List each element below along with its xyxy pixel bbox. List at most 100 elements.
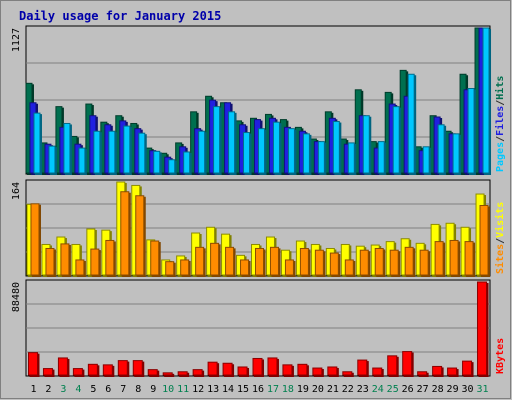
legend-entry: Files <box>494 106 506 136</box>
x-tick-label: 22 <box>342 384 354 395</box>
bar-sites-day-31 <box>479 205 489 276</box>
bar-kbytes-day-19 <box>297 363 308 376</box>
bar-pages-day-21 <box>332 121 340 174</box>
bar-kbytes-day-3 <box>57 357 68 376</box>
bar-sites-day-16 <box>255 247 264 276</box>
bar-pages-day-20 <box>317 141 325 174</box>
panel-kbytes: 88480 KBytes <box>11 279 506 377</box>
bar-sites-day-17 <box>269 246 279 276</box>
bar-sites-day-4 <box>75 259 85 276</box>
bar-sites-day-25 <box>389 249 399 276</box>
x-tick-label: 29 <box>447 384 459 395</box>
x-tick-label: 2 <box>45 384 51 395</box>
bar-sites-day-3 <box>60 243 70 276</box>
bar-kbytes-day-9 <box>147 369 158 376</box>
bar-pages-day-26 <box>407 73 415 174</box>
bar-sites-day-1 <box>30 203 40 276</box>
bar-pages-day-25 <box>392 106 400 174</box>
y-max-label: 88480 <box>11 282 22 312</box>
bar-sites-day-9 <box>150 240 160 276</box>
bar-sites-day-21 <box>329 252 339 276</box>
legend-entry: Hits <box>494 76 506 100</box>
bar-pages-day-24 <box>377 141 385 174</box>
bar-sites-day-26 <box>404 246 414 276</box>
bar-pages-day-8 <box>138 132 146 174</box>
x-tick-label: 9 <box>150 384 156 395</box>
legend-entry: / <box>495 100 506 106</box>
right-axis-legend: KBytes <box>495 338 506 374</box>
bar-pages-day-5 <box>93 130 101 174</box>
bar-kbytes-day-2 <box>42 368 53 376</box>
legend-entry: Sites <box>494 244 506 274</box>
x-tick-label: 4 <box>75 384 81 395</box>
bar-kbytes-day-12 <box>192 369 203 376</box>
legend-entry: Visits <box>494 202 506 238</box>
bar-sites-day-15 <box>240 259 250 276</box>
bar-kbytes-day-18 <box>282 364 293 376</box>
bar-kbytes-day-20 <box>312 367 323 376</box>
bar-kbytes-day-28 <box>432 365 443 376</box>
x-tick-label: 27 <box>417 384 429 395</box>
x-tick-label: 7 <box>120 384 126 395</box>
bar-pages-day-29 <box>452 133 460 174</box>
x-tick-label: 10 <box>162 384 174 395</box>
bar-sites-day-11 <box>180 259 190 276</box>
bar-pages-day-13 <box>213 106 221 174</box>
bar-pages-day-2 <box>48 145 56 174</box>
bar-kbytes-day-26 <box>402 351 413 376</box>
y-max-label: 1127 <box>11 28 22 52</box>
bar-pages-day-11 <box>183 151 191 174</box>
x-tick-label: 6 <box>105 384 111 395</box>
bar-kbytes-day-14 <box>222 362 233 376</box>
bar-sites-day-6 <box>105 239 115 276</box>
bar-pages-day-3 <box>63 122 71 174</box>
bar-kbytes-day-27 <box>417 371 428 376</box>
bar-kbytes-day-16 <box>252 357 263 376</box>
x-tick-label: 12 <box>192 384 204 395</box>
bar-sites-day-29 <box>449 239 459 276</box>
x-tick-label: 15 <box>237 384 249 395</box>
right-axis-legend: Pages/Files/Hits <box>494 76 506 172</box>
bar-pages-day-16 <box>258 128 265 174</box>
bar-kbytes-day-11 <box>177 371 188 376</box>
bar-pages-day-28 <box>437 124 445 174</box>
bar-sites-day-22 <box>344 259 354 276</box>
bar-sites-day-14 <box>225 246 235 276</box>
legend-entry: Pages <box>495 142 506 172</box>
bar-pages-day-19 <box>302 133 310 174</box>
bar-sites-day-24 <box>374 247 384 276</box>
x-tick-label: 31 <box>476 384 488 395</box>
bar-sites-day-10 <box>165 261 175 276</box>
bar-sites-day-12 <box>195 246 205 276</box>
x-tick-label: 1 <box>30 384 36 395</box>
x-tick-label: 20 <box>312 384 324 395</box>
legend-entry: / <box>495 238 506 244</box>
x-tick-label: 26 <box>402 384 414 395</box>
bar-pages-day-14 <box>228 111 236 174</box>
bar-kbytes-day-17 <box>267 357 278 376</box>
chart-title: Daily usage for January 2015 <box>19 9 221 23</box>
bar-pages-day-1 <box>33 112 41 174</box>
x-tick-label: 30 <box>462 384 474 395</box>
x-tick-label: 3 <box>60 384 66 395</box>
bar-pages-day-4 <box>78 147 86 174</box>
bar-kbytes-day-5 <box>87 363 98 376</box>
bar-pages-day-31 <box>482 27 490 174</box>
x-tick-label: 17 <box>267 384 279 395</box>
bar-kbytes-day-29 <box>447 367 458 376</box>
bar-kbytes-day-10 <box>162 372 173 376</box>
bar-kbytes-day-8 <box>132 360 143 376</box>
bar-kbytes-day-1 <box>27 352 38 376</box>
x-tick-label: 5 <box>90 384 96 395</box>
bar-kbytes-day-6 <box>102 364 113 376</box>
bar-pages-day-18 <box>287 128 295 174</box>
bar-pages-day-27 <box>422 146 430 174</box>
bar-sites-day-27 <box>419 249 429 276</box>
x-tick-label: 13 <box>207 384 219 395</box>
x-tick-label: 18 <box>282 384 294 395</box>
bar-sites-day-23 <box>359 249 369 276</box>
series-sites <box>30 191 491 277</box>
